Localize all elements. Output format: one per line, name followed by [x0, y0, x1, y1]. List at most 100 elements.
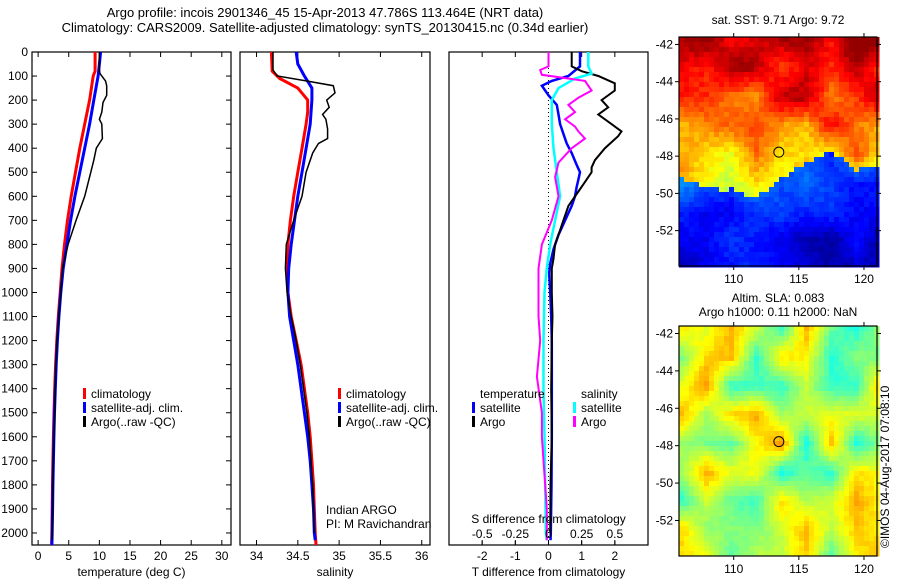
y-tick-label: 500	[8, 165, 28, 179]
difference-panel: -2 -1 0 1 2 T difference from climatology temp…	[448, 51, 649, 579]
map-title: Altim. SLA: 0.083	[732, 291, 825, 305]
plot-frame	[239, 51, 431, 546]
imos-credit: ©IMOS 04-Aug-2017 07:08:10	[878, 385, 892, 548]
legend-swatch	[338, 402, 341, 413]
x-tick-label: 10	[93, 549, 107, 563]
map-image	[679, 37, 880, 268]
legend-label: climatology	[91, 387, 151, 401]
figure-title-line1: Argo profile: incois 2901346_45 15-Apr-2…	[106, 5, 544, 20]
y-tick-label: 1700	[1, 454, 28, 468]
map-frame	[678, 325, 878, 557]
y-tick-label: 1200	[1, 334, 28, 348]
x-tick-label: 2	[611, 549, 618, 563]
map-y-tick-label: -50	[656, 186, 674, 200]
series-argo-raw-qc-	[51, 52, 108, 541]
x-tick-label: 34	[250, 549, 264, 563]
x-axis-label: salinity	[317, 565, 354, 579]
legend-swatch	[472, 416, 475, 427]
map-y-tick-label: -46	[656, 112, 674, 126]
y-tick-label: 1400	[1, 382, 28, 396]
x-tick-label: 0	[35, 549, 42, 563]
series-satellite-adj-clim-	[286, 51, 317, 541]
y-tick-label: 0	[21, 45, 28, 59]
map-y-tick-label: -52	[656, 224, 674, 238]
legend-swatch	[573, 416, 576, 427]
y-tick-label: 1100	[2, 310, 28, 324]
legend-label: Argo	[480, 415, 506, 429]
y-tick-label: 1900	[1, 502, 28, 516]
legend-group-title: salinity	[581, 387, 618, 401]
y-tick-label: 700	[8, 213, 28, 227]
plot-frame	[448, 51, 649, 546]
series-temperature-argo	[549, 52, 623, 534]
y-tick-label: 900	[8, 261, 28, 275]
legend-label: Argo(..raw -QC)	[91, 415, 176, 429]
pi-annotation: Indian ARGO	[326, 503, 397, 517]
x-tick-label: 34.5	[286, 549, 310, 563]
map-title: sat. SST: 9.71 Argo: 9.72	[712, 13, 845, 27]
pi-annotation: PI: M Ravichandran	[326, 517, 431, 531]
y-tick-label: 600	[8, 189, 28, 203]
map-x-tick-label: 115	[789, 272, 808, 286]
map-x-tick-label: 110	[724, 562, 743, 576]
legend-label: Argo	[581, 415, 607, 429]
legend-swatch	[83, 416, 86, 427]
argo-location-marker	[773, 146, 785, 158]
legend-label: satellite	[480, 401, 521, 415]
legend-label: satellite	[581, 401, 622, 415]
series-argo-raw-qc-	[272, 52, 336, 534]
x-tick-label: 5	[65, 549, 72, 563]
argo-location-marker	[773, 436, 785, 448]
y-tick-label: 800	[8, 237, 28, 251]
x-tick-label: -1	[510, 549, 521, 563]
legend-swatch	[472, 402, 475, 413]
map-x-tick-label: 115	[789, 562, 808, 576]
x-tick-label: 36	[415, 549, 429, 563]
y-tick-label: 200	[8, 93, 28, 107]
legend-label: satellite-adj. clim.	[346, 401, 438, 415]
map-y-tick-label: -50	[656, 476, 674, 490]
x-tick-label: 35.5	[369, 549, 393, 563]
legend-group-title: temperature	[480, 387, 545, 401]
series-salinity-argo	[535, 52, 594, 541]
x-axis-label: temperature (deg C)	[77, 565, 185, 579]
x-tick-label: 0	[545, 549, 552, 563]
legend-swatch	[338, 388, 341, 399]
legend-label: climatology	[346, 387, 406, 401]
map-y-tick-label: -46	[656, 401, 674, 415]
map-y-tick-label: -42	[656, 37, 674, 51]
x-tick-label: 15	[123, 549, 137, 563]
secondary-tick-label: 0.5	[606, 527, 623, 541]
y-tick-label: 400	[8, 141, 28, 155]
x-tick-label: 35	[332, 549, 346, 563]
secondary-tick-label: 0	[545, 527, 552, 541]
x-tick-label: 20	[154, 549, 168, 563]
sla-map-panel: -42 -44 -46 -48 -50 -52 110 115 120 Altim. SLA: 0…	[656, 291, 881, 576]
map-y-tick-label: -44	[656, 75, 674, 89]
map-y-tick-label: -44	[656, 364, 674, 378]
y-tick-label: 300	[8, 117, 28, 131]
map-y-tick-label: -52	[656, 513, 674, 527]
map-x-tick-label: 110	[724, 272, 743, 286]
legend-swatch	[83, 402, 86, 413]
legend-label: satellite-adj. clim.	[91, 401, 183, 415]
figure-title-line2: Climatology: CARS2009. Satellite-adjuste…	[61, 20, 589, 35]
y-tick-label: 1000	[1, 285, 28, 299]
y-tick-label: 1300	[1, 358, 28, 372]
map-y-tick-label: -48	[656, 439, 674, 453]
y-tick-label: 1800	[1, 478, 28, 492]
x-tick-label: 1	[578, 549, 585, 563]
map-subtitle: Argo h1000: 0.11 h2000: NaN	[699, 305, 858, 319]
legend-swatch	[83, 388, 86, 399]
x-tick-label: -2	[477, 549, 488, 563]
secondary-tick-label: -0.5	[472, 527, 493, 541]
y-tick-label: 1600	[1, 430, 28, 444]
legend-label: Argo(..raw -QC)	[346, 415, 431, 429]
secondary-tick-label: -0.25	[502, 527, 530, 541]
secondary-tick-label: 0.25	[570, 527, 594, 541]
legend-swatch	[338, 416, 341, 427]
temperature-panel: 0100200300400500600700800900100011001200…	[1, 45, 232, 579]
map-frame	[678, 36, 878, 267]
map-y-tick-label: -48	[656, 149, 674, 163]
